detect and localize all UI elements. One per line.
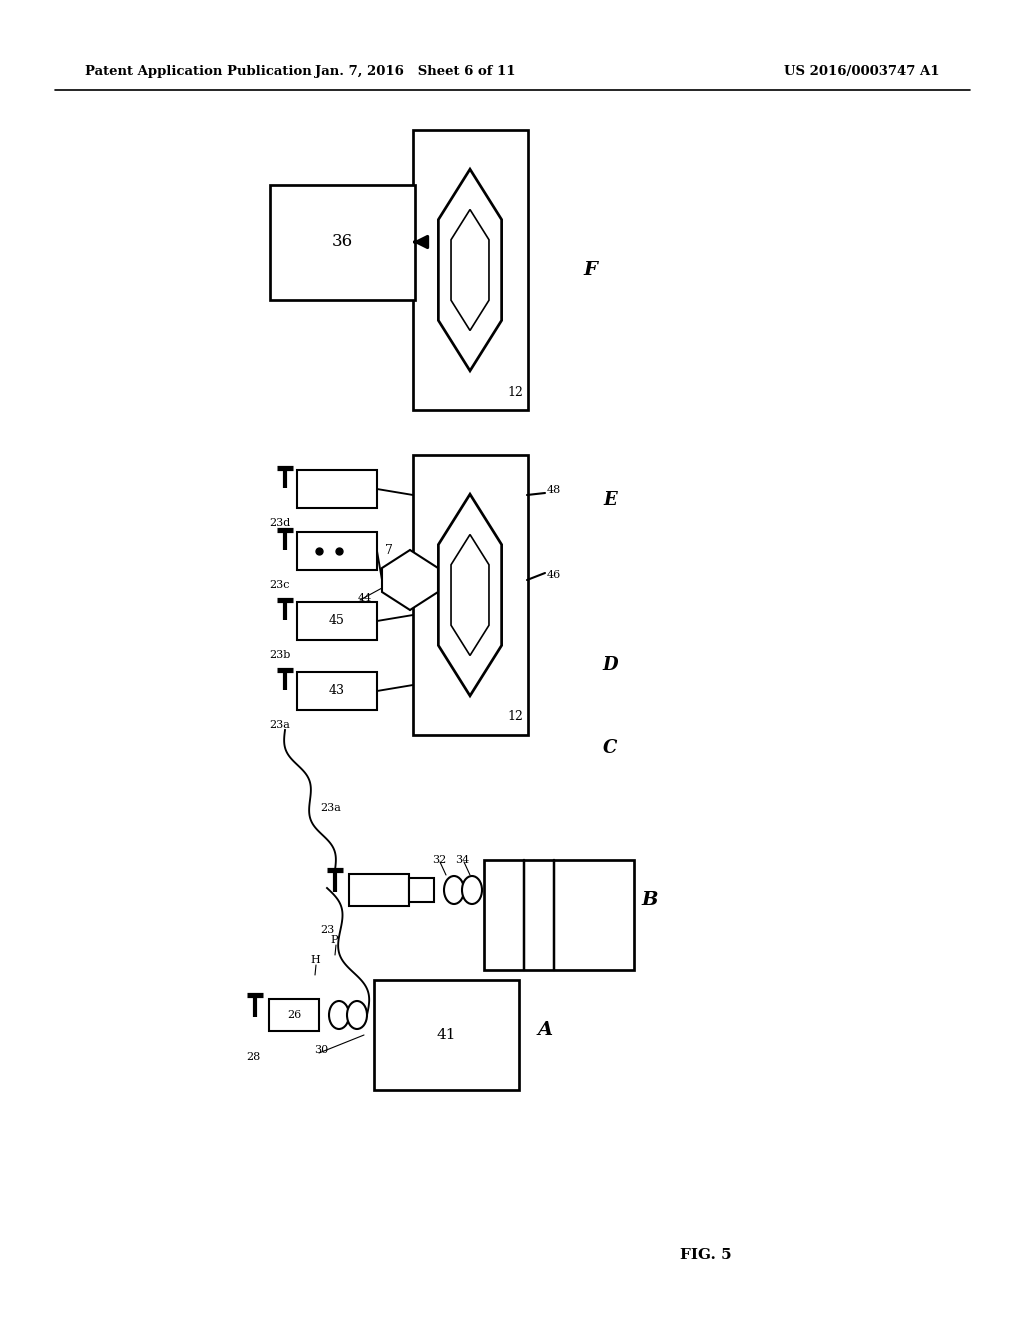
Text: A: A [538, 1020, 553, 1039]
Bar [413, 129, 528, 411]
Text: E: E [603, 491, 616, 510]
Text: 12: 12 [507, 710, 523, 723]
Text: US 2016/0003747 A1: US 2016/0003747 A1 [784, 66, 940, 78]
Text: 41: 41 [436, 1028, 456, 1041]
Text: 32: 32 [432, 855, 446, 865]
Text: 44: 44 [357, 593, 372, 603]
Text: 7: 7 [385, 544, 393, 557]
Bar [374, 979, 519, 1090]
Text: 48: 48 [547, 484, 561, 495]
Text: 26: 26 [287, 1010, 301, 1020]
Text: 23: 23 [319, 925, 334, 935]
Text: Patent Application Publication: Patent Application Publication [85, 66, 311, 78]
Text: 23c: 23c [269, 579, 290, 590]
Polygon shape [382, 550, 438, 610]
Text: Jan. 7, 2016   Sheet 6 of 11: Jan. 7, 2016 Sheet 6 of 11 [314, 66, 515, 78]
Text: 30: 30 [314, 1045, 329, 1055]
Text: 46: 46 [547, 570, 561, 579]
Ellipse shape [462, 876, 482, 904]
Text: 45: 45 [329, 615, 345, 627]
Bar [297, 602, 377, 640]
Text: 23d: 23d [269, 517, 291, 528]
Text: 12: 12 [507, 385, 523, 399]
Bar [297, 532, 377, 570]
Text: 23a: 23a [269, 719, 291, 730]
Ellipse shape [444, 876, 464, 904]
Text: 34: 34 [455, 855, 469, 865]
Bar [269, 999, 319, 1031]
Text: 36: 36 [332, 234, 352, 251]
Bar [409, 878, 434, 902]
Bar [349, 874, 409, 906]
Bar [270, 185, 415, 300]
Polygon shape [451, 210, 489, 330]
Text: D: D [602, 656, 617, 675]
Text: C: C [603, 739, 617, 756]
Text: P: P [330, 935, 338, 945]
Text: 23a: 23a [319, 803, 341, 813]
Polygon shape [438, 169, 502, 371]
Text: F: F [583, 261, 597, 279]
Ellipse shape [347, 1001, 367, 1030]
Text: H: H [310, 954, 319, 965]
Bar [297, 672, 377, 710]
Bar [413, 455, 528, 735]
Ellipse shape [329, 1001, 349, 1030]
Text: B: B [642, 891, 658, 909]
Polygon shape [438, 494, 502, 696]
Text: 23b: 23b [269, 649, 291, 660]
Text: 43: 43 [329, 685, 345, 697]
Text: 28: 28 [246, 1052, 260, 1063]
Polygon shape [451, 535, 489, 656]
Bar [484, 861, 634, 970]
Bar [297, 470, 377, 508]
Text: FIG. 5: FIG. 5 [680, 1247, 731, 1262]
